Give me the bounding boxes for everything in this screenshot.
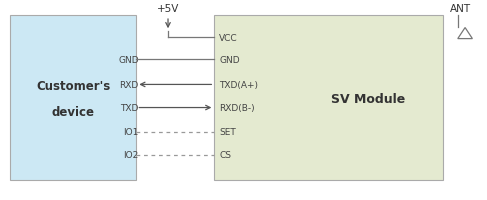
Text: VCC: VCC (219, 34, 238, 42)
Text: ANT: ANT (450, 4, 471, 14)
Text: GND: GND (118, 56, 139, 64)
Text: IO1: IO1 (123, 128, 139, 136)
Text: IO2: IO2 (124, 151, 139, 159)
Text: TXD: TXD (120, 104, 139, 112)
Text: RXD(B-): RXD(B-) (219, 104, 255, 112)
Text: Customer's: Customer's (36, 80, 110, 92)
Text: SV Module: SV Module (331, 93, 405, 105)
Text: device: device (52, 106, 94, 118)
Text: +5V: +5V (157, 4, 179, 14)
Text: CS: CS (219, 151, 231, 159)
Text: GND: GND (219, 56, 240, 64)
Bar (10, 16, 136, 180)
Bar (214, 16, 443, 180)
Text: TXD(A+): TXD(A+) (219, 81, 258, 89)
Text: RXD: RXD (119, 81, 139, 89)
Text: SET: SET (219, 128, 236, 136)
